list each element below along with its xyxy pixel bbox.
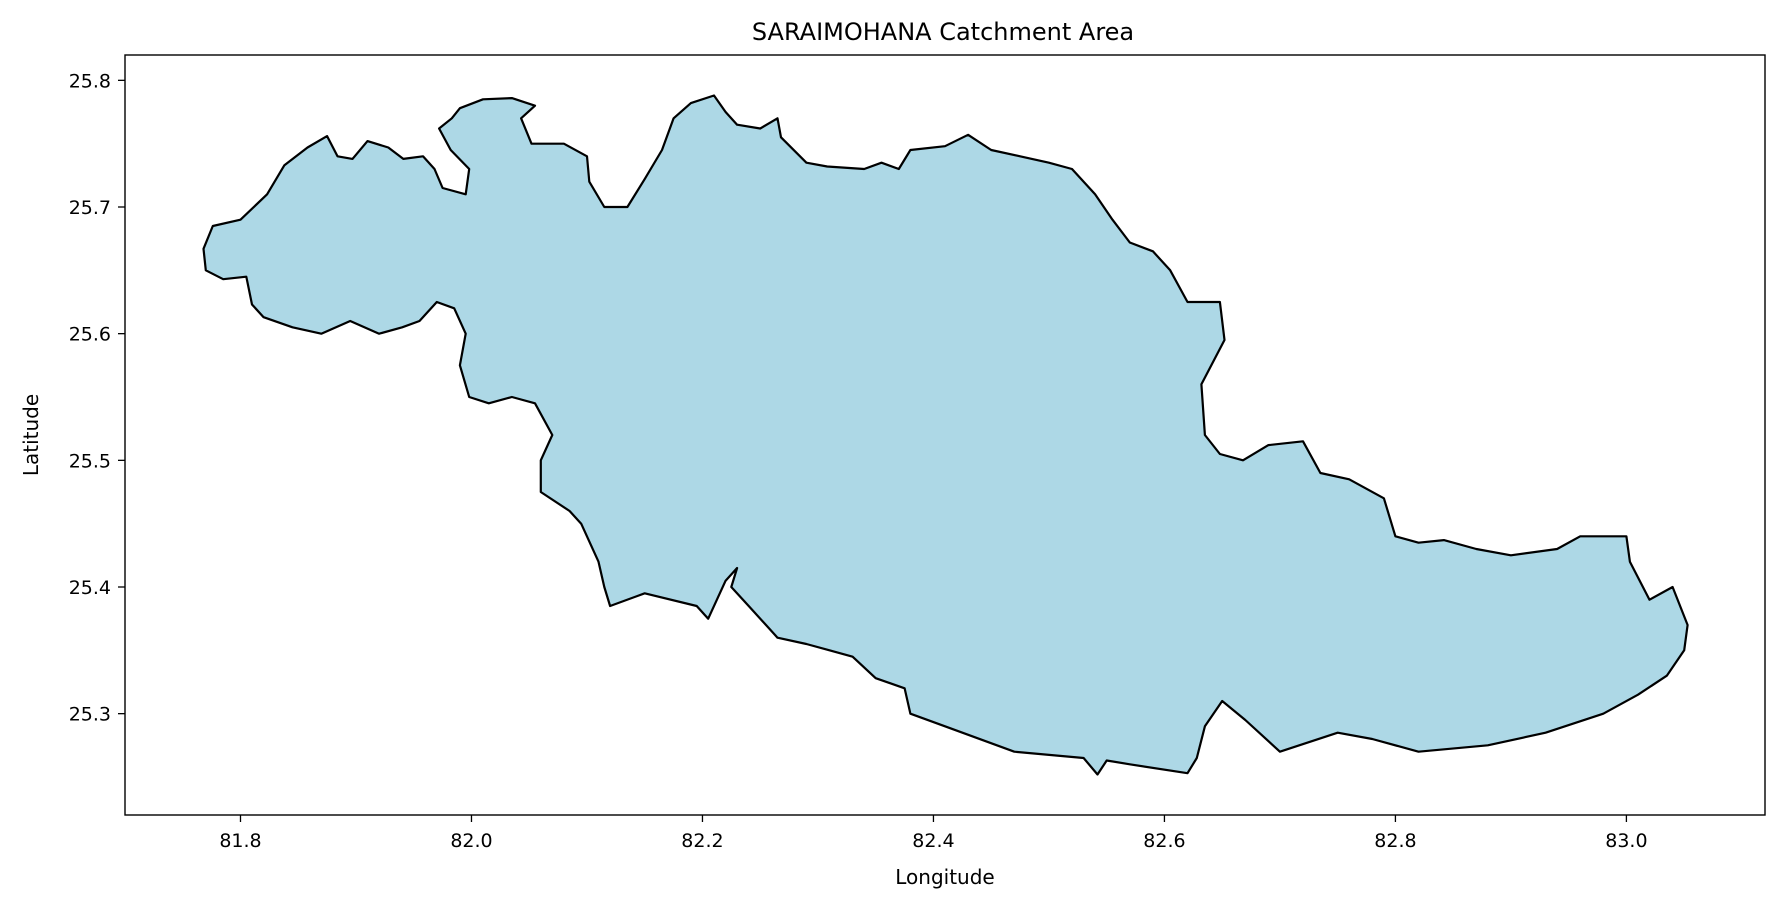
x-tick-label: 82.6 — [1143, 830, 1185, 852]
y-axis: 25.3 25.4 25.5 25.6 25.7 25.8 — [69, 70, 125, 726]
x-tick-label: 81.8 — [219, 830, 261, 852]
y-axis-label: Latitude — [19, 394, 43, 476]
x-tick-label: 82.2 — [681, 830, 723, 852]
plot-area — [124, 54, 1766, 816]
x-tick-label: 82.0 — [450, 830, 492, 852]
y-tick-label: 25.3 — [69, 704, 111, 726]
x-tick-label: 82.4 — [912, 830, 954, 852]
x-axis-label: Longitude — [895, 865, 994, 889]
y-tick-label: 25.5 — [69, 450, 111, 472]
axes-frame — [124, 54, 1766, 816]
catchment-area-polygon — [202, 94, 1689, 776]
x-axis: 81.8 82.0 82.2 82.4 82.6 82.8 83.0 — [219, 815, 1648, 852]
x-tick-label: 82.8 — [1374, 830, 1416, 852]
x-tick-label: 83.0 — [1605, 830, 1647, 852]
y-tick-label: 25.4 — [69, 577, 111, 599]
chart-title: SARAIMOHANA Catchment Area — [752, 18, 1134, 46]
y-tick-label: 25.6 — [69, 324, 111, 346]
y-tick-label: 25.7 — [69, 197, 111, 219]
y-tick-label: 25.8 — [69, 70, 111, 92]
